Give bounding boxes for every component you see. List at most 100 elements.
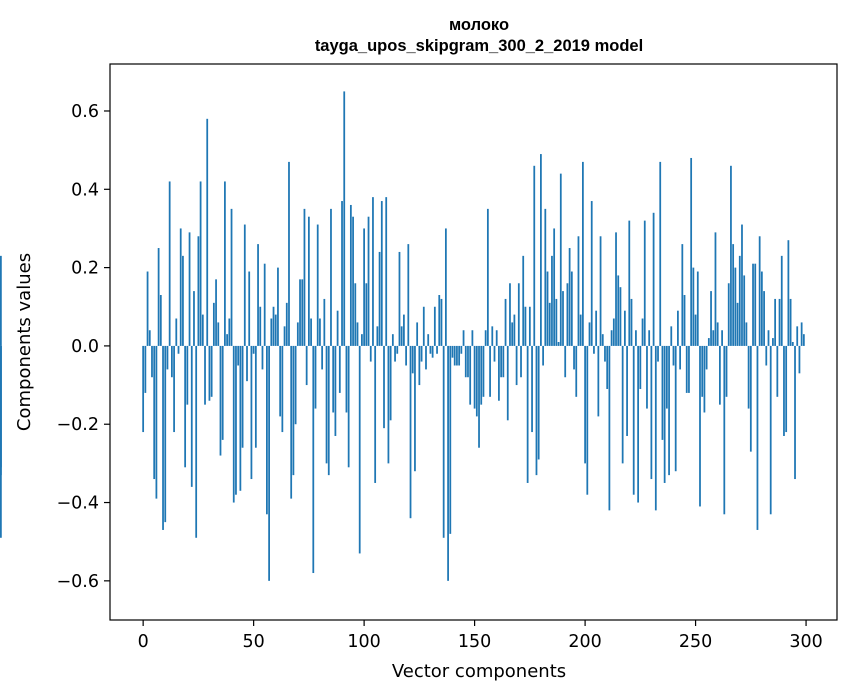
bar <box>719 345 721 405</box>
bar <box>568 248 571 346</box>
bar <box>279 345 282 417</box>
bar <box>414 345 416 472</box>
bar <box>551 255 553 346</box>
bar <box>730 165 732 346</box>
bar <box>449 345 452 534</box>
bar <box>703 345 706 413</box>
bar <box>489 345 491 397</box>
bar <box>690 157 693 346</box>
bar <box>800 322 803 346</box>
bar <box>186 345 189 405</box>
bar <box>707 338 710 346</box>
bar <box>632 345 635 495</box>
bar <box>444 228 447 346</box>
bar <box>385 197 388 346</box>
bars-group <box>0 91 805 581</box>
bar <box>641 318 644 346</box>
bar <box>772 338 774 346</box>
bar <box>396 345 399 354</box>
bar <box>469 345 472 405</box>
bar <box>162 345 164 530</box>
bar <box>480 345 483 405</box>
bar <box>270 318 273 346</box>
bar <box>387 345 390 464</box>
bar <box>723 345 726 515</box>
x-tick-label: 300 <box>789 632 822 652</box>
bar <box>252 345 255 354</box>
bar <box>301 279 304 346</box>
bar <box>546 271 549 346</box>
bar <box>763 291 765 346</box>
plot-area-frame <box>109 63 838 621</box>
bar <box>168 181 171 346</box>
bar <box>617 275 620 346</box>
bar <box>418 345 421 386</box>
bar <box>623 310 626 346</box>
bar <box>696 271 699 346</box>
bar <box>533 165 536 346</box>
bar <box>237 345 240 366</box>
bar <box>520 345 522 378</box>
bar <box>504 298 507 346</box>
bar <box>243 224 246 346</box>
bar <box>628 220 631 346</box>
bar <box>341 201 343 346</box>
bar <box>148 330 151 346</box>
x-axis-ticks: 0 50 100 150 200 250 300 <box>138 620 823 652</box>
bar <box>535 345 538 476</box>
bar <box>460 345 463 354</box>
bar <box>420 345 423 362</box>
bar <box>597 345 600 417</box>
bar <box>254 345 257 448</box>
bar <box>369 345 372 362</box>
bar <box>215 279 217 346</box>
bar <box>380 201 383 346</box>
bar <box>654 345 657 511</box>
x-tick-label: 100 <box>347 632 380 652</box>
y-tick-label: −0.2 <box>57 415 100 435</box>
bar <box>394 345 396 362</box>
bar <box>531 345 533 433</box>
y-tick-label: −0.6 <box>57 572 100 592</box>
bar <box>467 345 469 378</box>
y-tick-label: 0.4 <box>71 180 99 200</box>
x-tick-label: 200 <box>568 632 601 652</box>
bar <box>794 345 796 480</box>
bar <box>471 330 474 346</box>
bar <box>610 330 613 346</box>
bar <box>281 345 284 433</box>
bar <box>190 345 193 487</box>
bar <box>621 345 624 464</box>
bar <box>188 232 191 346</box>
bar <box>462 330 465 346</box>
bar <box>310 318 312 346</box>
bar <box>537 345 540 460</box>
bar <box>787 240 790 346</box>
bar <box>526 345 529 483</box>
bar <box>559 173 562 346</box>
bar <box>358 345 361 554</box>
bar <box>769 345 772 515</box>
bar <box>151 345 153 378</box>
bar <box>663 345 666 483</box>
bar <box>475 345 478 417</box>
bar <box>431 345 434 358</box>
x-tick-label: 150 <box>458 632 491 652</box>
bar <box>433 306 436 346</box>
bar <box>144 345 147 393</box>
bar <box>403 314 405 346</box>
bar <box>738 255 741 346</box>
bar <box>774 298 777 346</box>
bar <box>776 345 779 397</box>
bar <box>456 345 458 366</box>
bar <box>727 283 730 346</box>
bar <box>451 345 454 358</box>
bar <box>199 181 202 346</box>
bar <box>674 345 677 472</box>
bar <box>354 283 357 346</box>
bar <box>177 345 180 354</box>
bar <box>259 306 262 346</box>
bar <box>429 345 432 354</box>
bar <box>681 244 684 346</box>
